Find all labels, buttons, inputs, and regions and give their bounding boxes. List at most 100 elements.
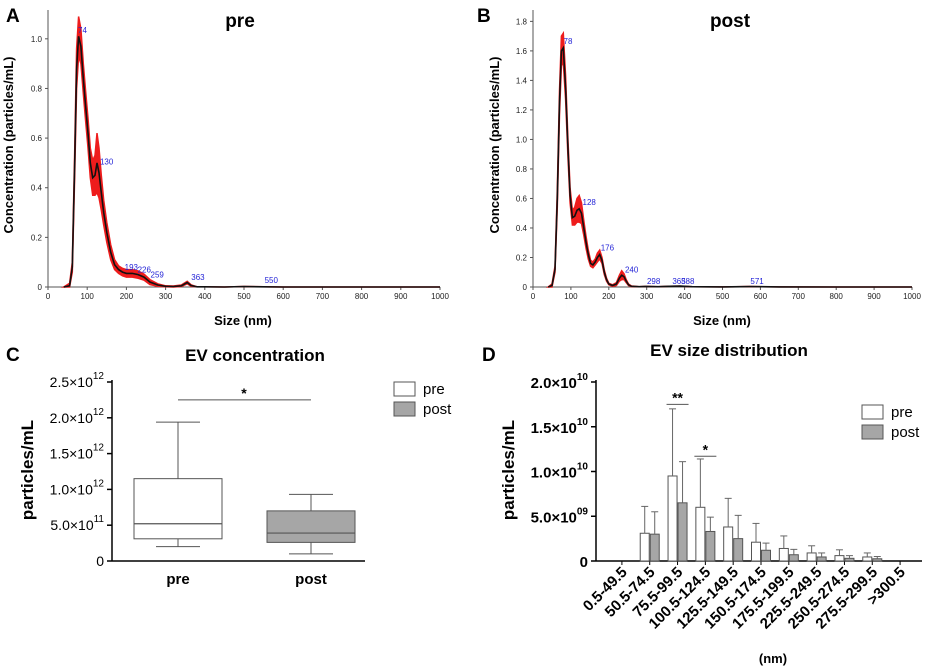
panel-letter-c: C xyxy=(6,345,20,366)
panel-a-x-tick-label: 300 xyxy=(159,292,173,301)
panel-c-y-tick-label-mantissa: 1.5×10 xyxy=(50,446,93,462)
panel-b-x-tick-label: 300 xyxy=(640,292,654,301)
panel-a-xlabel: Size (nm) xyxy=(214,313,272,328)
panel-d-bar-pre xyxy=(751,541,761,562)
panel-letter-b: B xyxy=(477,6,491,27)
panel-b-y-tick-label: 0.8 xyxy=(516,165,528,174)
panel-d-y-tick-label: 1.5×1010 xyxy=(531,417,589,437)
panel-b-title: post xyxy=(710,11,751,32)
panel-d-significance-star: * xyxy=(703,441,709,457)
panel-a-peak-label: 74 xyxy=(78,26,87,35)
panel-c-plot: 05.0×10111.0×10121.5×10122.0×10122.5×101… xyxy=(50,371,453,588)
panel-b-x-tick-label: 600 xyxy=(754,292,768,301)
panel-d-y-tick-label-mantissa: 2.0×10 xyxy=(531,375,577,392)
panel-c-category-label: post xyxy=(295,571,327,588)
panel-b-y-tick-label: 0 xyxy=(523,283,528,292)
panel-d-plot: 05.0×10091.0×10101.5×10102.0×10100.5-49.… xyxy=(531,372,922,632)
panel-b-peak-label: 365 xyxy=(672,277,686,286)
panel-a-x-tick-label: 0 xyxy=(46,292,51,301)
panel-b-xlabel: Size (nm) xyxy=(693,313,751,328)
panel-d-bar-pre xyxy=(862,556,873,562)
panel-a-ylabel: Concentration (particles/mL) xyxy=(1,57,16,234)
panel-b-peak-label: 176 xyxy=(601,244,615,253)
panel-a-x-tick-label: 800 xyxy=(355,292,369,301)
panel-d-bar-pre xyxy=(806,552,817,562)
panel-a-peak-label: 193 xyxy=(125,263,139,272)
panel-a-peak-label: 226 xyxy=(138,265,152,274)
panel-c-y-tick-label-mantissa: 2.0×10 xyxy=(50,410,93,426)
panel-d-y-tick-label-mantissa: 5.0×10 xyxy=(531,509,577,526)
panel-d-bar-post xyxy=(844,557,855,562)
panel-d-bar-pre xyxy=(723,526,734,562)
panel-letter-d: D xyxy=(482,345,496,366)
panel-b-x-tick-label: 100 xyxy=(564,292,578,301)
panel-d-y-tick-label: 5.0×1009 xyxy=(531,506,589,526)
panel-d-legend-label: post xyxy=(891,424,920,441)
panel-b: B post Size (nm) Concentration (particle… xyxy=(477,6,921,328)
panel-letter-a: A xyxy=(6,6,20,27)
panel-d-legend-swatch-pre xyxy=(861,404,884,420)
panel-b-x-tick-label: 400 xyxy=(678,292,692,301)
panel-a-error-band xyxy=(61,16,440,288)
panel-a-plot: 0 100 200 300 400 500 600 700 800 900 1000 0 0.2 0.4 0… xyxy=(31,10,449,301)
panel-c-y-tick-label: 2.0×1012 xyxy=(50,407,105,426)
panel-a-peak-label: 259 xyxy=(151,270,165,279)
panel-c-y-tick-label-exponent: 11 xyxy=(94,514,105,525)
panel-c-box-post xyxy=(266,510,356,543)
panel-c-category-label: pre xyxy=(166,571,189,588)
panel-c-title: EV concentration xyxy=(185,346,325,365)
panel-b-x-tick-label: 900 xyxy=(867,292,881,301)
panel-b-x-tick-label: 700 xyxy=(792,292,806,301)
panel-c-legend-swatch-pre xyxy=(393,381,416,397)
panel-c-y-tick-label: 2.5×1012 xyxy=(50,371,105,390)
panel-d-y-tick-label-mantissa: 1.5×10 xyxy=(531,420,577,437)
panel-b-x-tick-label: 500 xyxy=(716,292,730,301)
panel-a-title: pre xyxy=(225,11,255,32)
panel-c-y-tick-label-mantissa: 5.0×10 xyxy=(50,517,93,533)
panel-b-ylabel: Concentration (particles/mL) xyxy=(487,57,502,234)
panel-d-bar-pre xyxy=(834,555,845,562)
panel-a-x-tick-label: 200 xyxy=(120,292,134,301)
panel-d-y-tick-label-exponent: 09 xyxy=(577,506,589,517)
panel-d-y-tick-label-mantissa: 1.0×10 xyxy=(531,465,577,482)
panel-d-bar-post xyxy=(788,554,799,562)
panel-d-title: EV size distribution xyxy=(650,341,808,360)
panel-b-plot: 0 100 200 300 400 500 600 700 800 900 1000 0 0.2 0.4 0… xyxy=(516,10,921,301)
panel-b-x-tick-label: 0 xyxy=(531,292,536,301)
panel-c-legend-label: pre xyxy=(423,381,445,398)
panel-d-y-tick-label-mantissa: 0 xyxy=(580,554,588,571)
panel-d-bar-post xyxy=(872,558,883,562)
panel-b-peak-label: 78 xyxy=(564,37,573,46)
panel-c-y-tick-label: 0 xyxy=(96,553,104,569)
panel-b-peak-label: 128 xyxy=(583,198,597,207)
panel-b-y-tick-label: 0.2 xyxy=(516,253,528,262)
panel-b-y-tick-label: 1.0 xyxy=(516,135,528,144)
panel-d-y-tick-label: 2.0×1010 xyxy=(531,372,589,392)
panel-c-y-tick-label-mantissa: 2.5×10 xyxy=(50,374,93,390)
panel-a-x-tick-label: 1000 xyxy=(431,292,449,301)
panel-b-peak-label: 388 xyxy=(681,277,695,286)
panel-b-mean-line xyxy=(547,45,912,288)
panel-d-legend-label: pre xyxy=(891,404,913,421)
panel-c-legend-label: post xyxy=(423,401,452,418)
panel-a-peak-label: 550 xyxy=(265,276,279,285)
panel-a-y-tick-label: 0.6 xyxy=(31,134,43,143)
panel-b-x-tick-label: 1000 xyxy=(903,292,921,301)
panel-d-bar-post xyxy=(816,556,827,562)
panel-d-bar-post xyxy=(677,502,688,562)
panel-a-mean-line xyxy=(63,36,440,288)
panel-a-x-tick-label: 900 xyxy=(394,292,408,301)
panel-d-bar-post xyxy=(649,533,660,562)
panel-b-y-tick-label: 1.8 xyxy=(516,17,528,26)
panel-b-y-tick-label: 1.2 xyxy=(516,106,528,115)
panel-d-bar-pre xyxy=(667,475,678,562)
panel-c-y-tick-label: 5.0×1011 xyxy=(50,514,104,533)
panel-b-peak-label: 298 xyxy=(647,277,661,286)
panel-d-bar-pre xyxy=(695,506,706,562)
panel-d-bar-post xyxy=(705,530,716,562)
panel-a-peak-label: 363 xyxy=(191,273,205,282)
panel-a-y-tick-label: 0.2 xyxy=(31,233,43,242)
panel-a-peak-label: 130 xyxy=(100,157,114,166)
panel-c-y-tick-label-exponent: 12 xyxy=(93,407,105,418)
